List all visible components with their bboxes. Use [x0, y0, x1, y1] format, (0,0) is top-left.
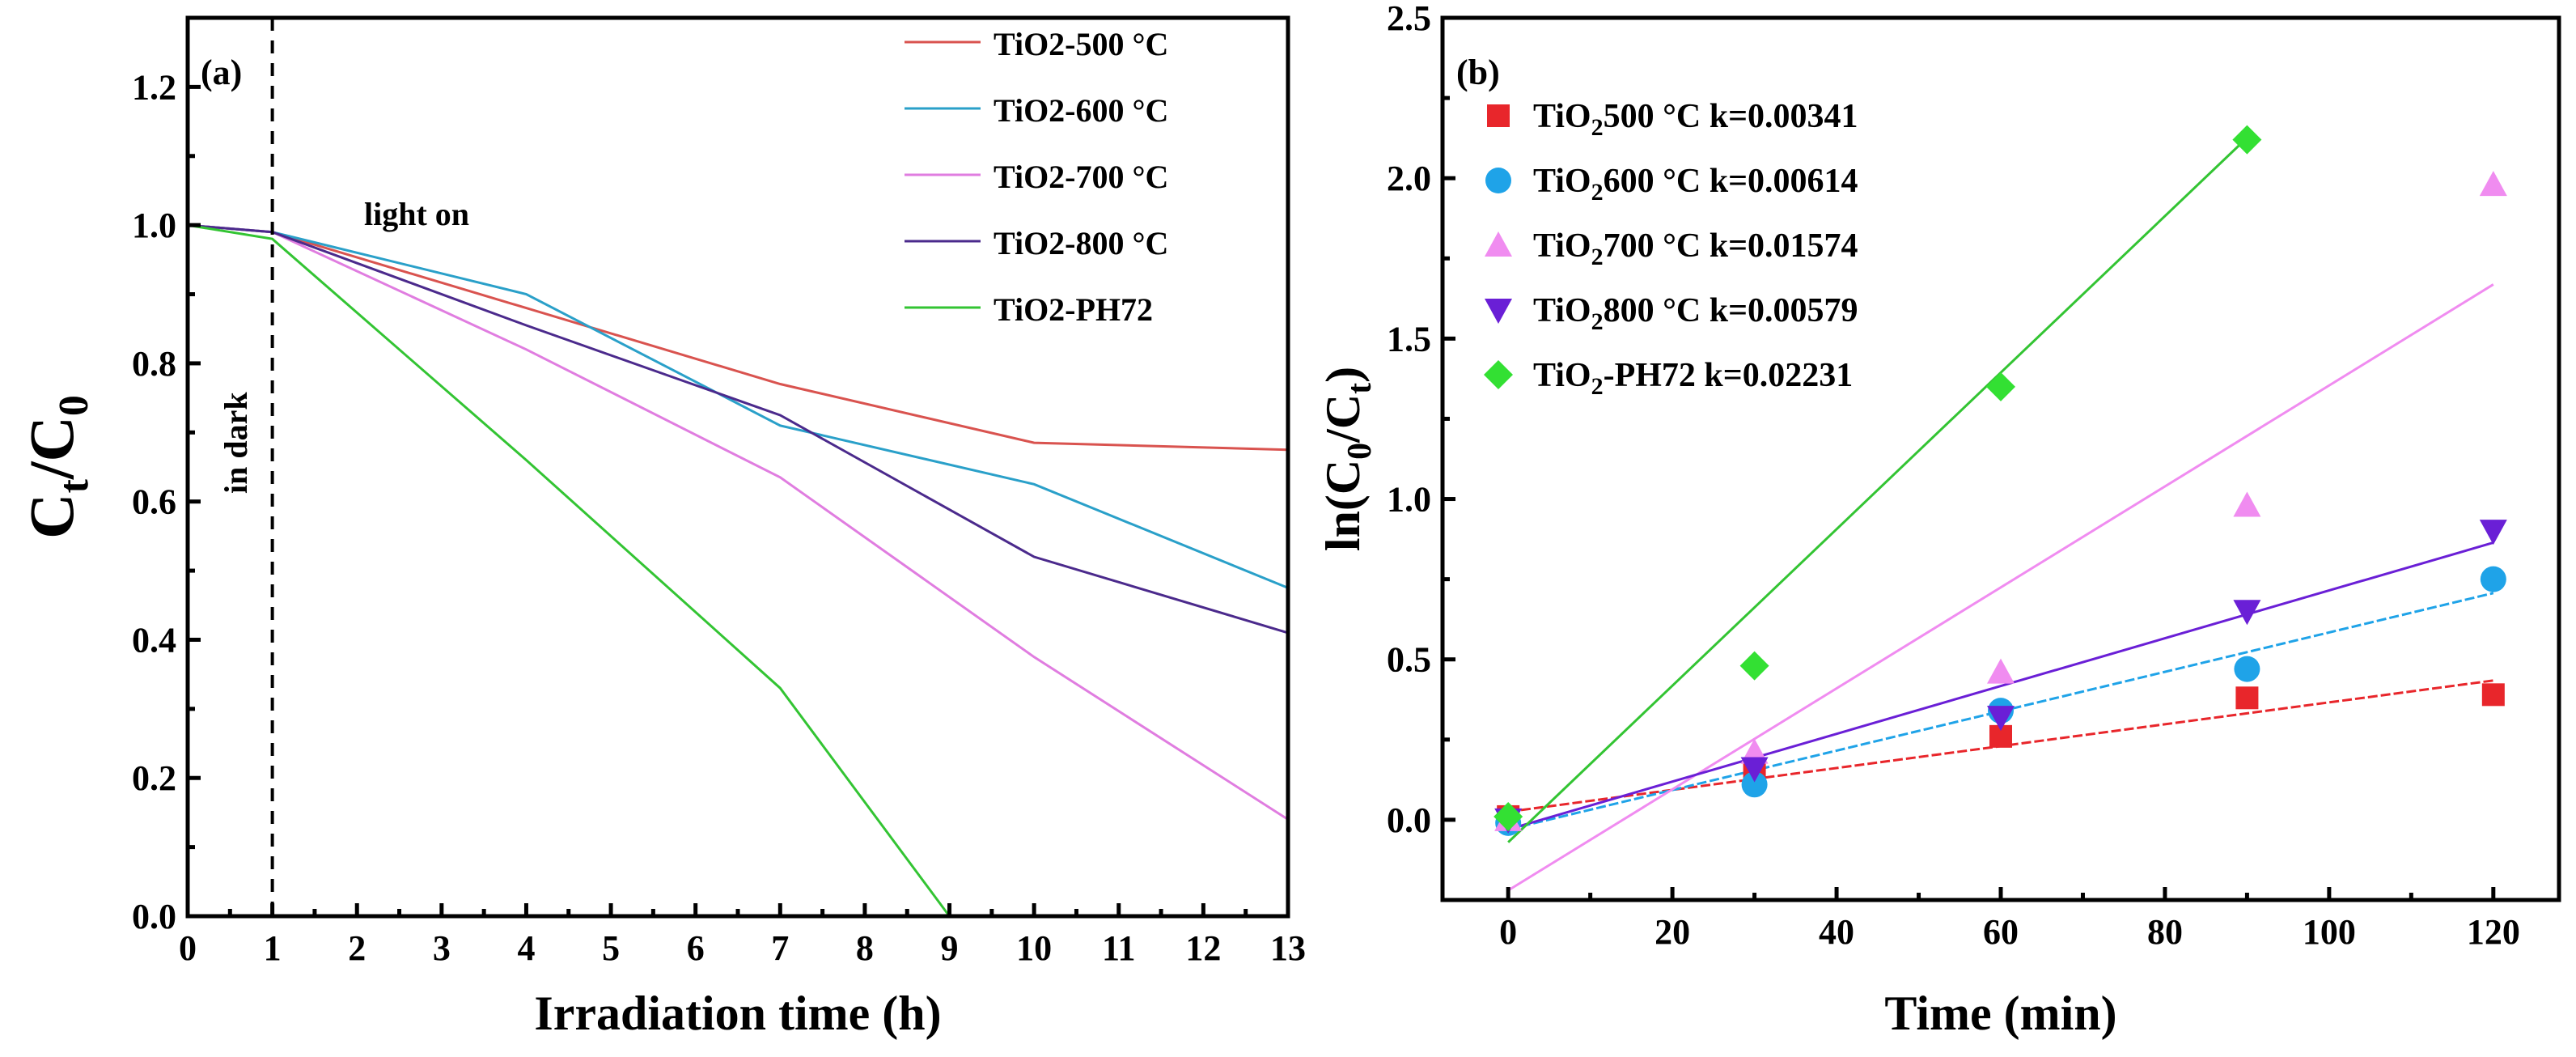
legend-label-1: TiO2-500 °C [994, 26, 1168, 62]
panel-a-chart: 0 1 2 3 4 5 6 7 8 9 10 11 12 13 0.00.20.40.60.81.01.2… [16, 15, 1306, 1040]
legend-marker-5 [1484, 360, 1513, 389]
y-tick-label-4: 2.0 [1387, 159, 1431, 198]
y-tick-label-2: 1.0 [1387, 480, 1431, 520]
x-tick-label-12: 12 [1185, 928, 1221, 968]
panel-a-plot-area [187, 223, 1289, 917]
x-tick-label-40: 40 [1819, 912, 1854, 952]
legend-marker-2 [1485, 168, 1511, 193]
panel-b-chart: 0 20 40 60 80 100 120 0.0 0.5 1.0 1.5 2.0 2.5 (b) T… [1316, 0, 2561, 1040]
panel-a-frame [185, 15, 1290, 919]
y-tick-label-1: 0.5 [1387, 640, 1431, 680]
x-tick-label-3: 3 [433, 928, 451, 968]
panel-b-legend: TiO2500 °C k=0.00341 TiO2600 °C k=0.00614… [1484, 98, 1858, 400]
panel-a-x-axis-title: Irradiation time (h) [534, 987, 941, 1040]
data-point-1-3 [2235, 686, 2259, 710]
data-point-5-0 [1493, 801, 1523, 831]
x-tick-label-1: 1 [264, 928, 282, 968]
light-on-annotation: light on [364, 196, 469, 232]
y-tick-label-5: 2.5 [1387, 0, 1431, 38]
data-point-5-2 [1986, 371, 2015, 401]
x-tick-label-11: 11 [1102, 928, 1136, 968]
legend-label-5: TiO2-PH72 k=0.02231 [1533, 357, 1853, 400]
data-point-4-3 [2233, 600, 2261, 626]
legend-label-2: TiO2600 °C k=0.00614 [1533, 163, 1858, 206]
x-tick-label-0: 0 [179, 928, 197, 968]
data-point-4-1 [1740, 757, 1769, 783]
data-point-3-4 [2479, 171, 2507, 197]
x-tick-label-2: 2 [348, 928, 366, 968]
panel-a-x-ticks: 0 1 2 3 4 5 6 7 8 9 10 11 12 13 [179, 903, 1306, 968]
panel-a-legend: TiO2-500 °C TiO2-600 °C TiO2-700 °C TiO2-80… [905, 26, 1168, 328]
x-tick-label-8: 8 [856, 928, 874, 968]
panel-b-y-axis-title: ln(C0/Ct) [1316, 367, 1379, 551]
data-point-5-3 [2232, 125, 2262, 155]
legend-label-4: TiO2-800 °C [994, 225, 1168, 261]
panel-a-y-axis-title: Ct/C0 [16, 395, 97, 539]
x-tick-label-0: 0 [1499, 912, 1517, 952]
x-tick-label-120: 120 [2467, 912, 2520, 952]
y-tick-label-0: 0.0 [1387, 800, 1431, 840]
x-tick-label-100: 100 [2303, 912, 2356, 952]
panel-b-x-axis-title: Time (min) [1884, 987, 2116, 1040]
legend-label-3: TiO2700 °C k=0.01574 [1533, 227, 1858, 270]
panel-b-x-ticks: 0 20 40 60 80 100 120 [1499, 887, 2520, 952]
x-tick-label-80: 80 [2147, 912, 2183, 952]
data-point-5-1 [1739, 651, 1769, 681]
panel-a-y-ticks: 0.0 0.2 0.4 0.6 0.8 1.0 1.2 [132, 15, 201, 936]
x-tick-label-9: 9 [941, 928, 959, 968]
panel-b-plot-area [1493, 125, 2507, 892]
y-tick-label-4: 0.8 [132, 344, 176, 384]
x-tick-label-20: 20 [1654, 912, 1690, 952]
legend-label-4: TiO2800 °C k=0.00579 [1533, 292, 1858, 335]
fit-line-4 [1507, 541, 2494, 831]
legend-marker-4 [1485, 299, 1512, 324]
panel-b-frame [1440, 15, 2561, 902]
fit-line-3 [1507, 283, 2494, 892]
x-tick-label-5: 5 [602, 928, 620, 968]
legend-label-3: TiO2-700 °C [994, 159, 1168, 195]
y-tick-label-5: 1.0 [132, 206, 176, 245]
x-tick-label-4: 4 [517, 928, 535, 968]
series-line-5 [187, 223, 951, 917]
panel-b-label: (b) [1456, 53, 1500, 92]
data-point-4-4 [2479, 520, 2507, 545]
legend-label-1: TiO2500 °C k=0.00341 [1533, 98, 1858, 141]
series-line-2 [187, 223, 1289, 589]
legend-label-5: TiO2-PH72 [994, 291, 1153, 328]
legend-label-2: TiO2-600 °C [994, 92, 1168, 129]
legend-marker-3 [1485, 231, 1512, 257]
data-point-3-3 [2233, 491, 2261, 517]
x-tick-label-7: 7 [771, 928, 789, 968]
y-tick-label-1: 0.2 [132, 758, 176, 798]
data-point-2-1 [1741, 771, 1768, 798]
x-tick-label-6: 6 [687, 928, 705, 968]
data-point-2-4 [2480, 566, 2506, 592]
panel-b-y-ticks: 0.0 0.5 1.0 1.5 2.0 2.5 [1387, 0, 1455, 840]
y-tick-label-6: 1.2 [132, 67, 176, 107]
data-point-4-2 [1987, 706, 2015, 732]
data-point-3-2 [1987, 658, 2015, 684]
y-tick-label-2: 0.4 [132, 620, 176, 660]
legend-marker-1 [1487, 104, 1510, 127]
panel-a-label: (a) [201, 53, 242, 92]
y-tick-label-0: 0.0 [132, 897, 176, 936]
y-tick-label-3: 1.5 [1387, 319, 1431, 359]
x-tick-label-10: 10 [1016, 928, 1052, 968]
y-tick-label-3: 0.6 [132, 482, 176, 522]
x-tick-label-60: 60 [1983, 912, 2019, 952]
fit-line-5 [1507, 137, 2248, 843]
data-point-1-4 [2481, 683, 2505, 707]
series-line-4 [187, 223, 1289, 635]
x-tick-label-13: 13 [1270, 928, 1306, 968]
in-dark-annotation: in dark [218, 392, 254, 494]
data-point-2-3 [2234, 656, 2260, 682]
